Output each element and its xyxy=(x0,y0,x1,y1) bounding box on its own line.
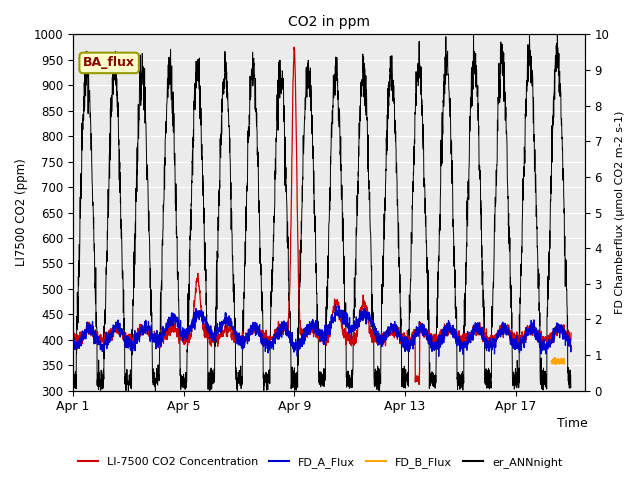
Text: BA_flux: BA_flux xyxy=(83,57,135,70)
X-axis label: Time: Time xyxy=(557,418,588,431)
Y-axis label: LI7500 CO2 (ppm): LI7500 CO2 (ppm) xyxy=(15,158,28,266)
Legend: LI-7500 CO2 Concentration, FD_A_Flux, FD_B_Flux, er_ANNnight: LI-7500 CO2 Concentration, FD_A_Flux, FD… xyxy=(74,452,566,472)
Y-axis label: FD Chamberflux (μmol CO2 m-2 s-1): FD Chamberflux (μmol CO2 m-2 s-1) xyxy=(615,111,625,314)
Title: CO2 in ppm: CO2 in ppm xyxy=(288,15,370,29)
